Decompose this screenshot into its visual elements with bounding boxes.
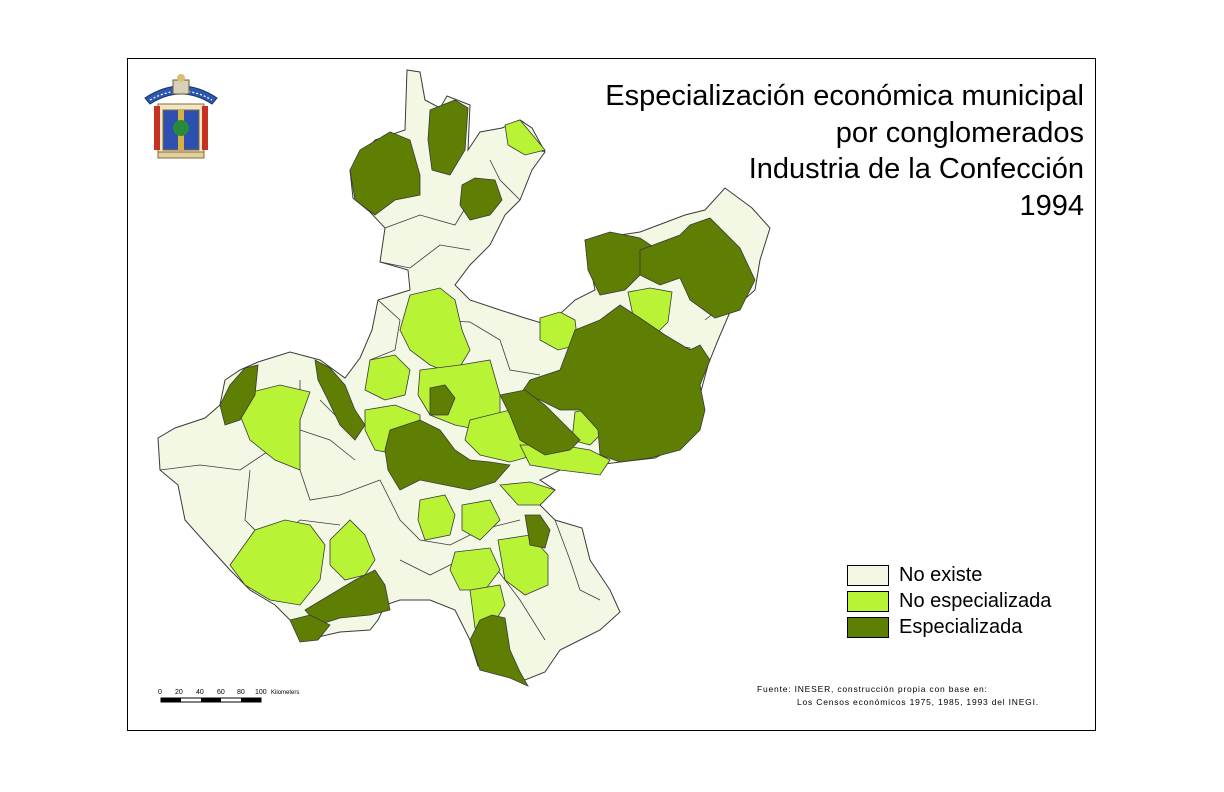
title-line-3: Industria de la Confección <box>748 153 1084 185</box>
scale-tick-100: 100 <box>255 689 267 696</box>
map-legend: No existe No especializada Especializada <box>847 562 1051 640</box>
source-note: Fuente: INESER, construcción propia con … <box>757 683 1039 709</box>
legend-swatch-no-especializada <box>847 590 889 612</box>
scale-tick-60: 60 <box>217 689 225 696</box>
title-line-1: Especialización económica municipal <box>605 80 1084 112</box>
legend-item-no-existe: No existe <box>847 562 1051 588</box>
title-line-2: por conglomerados <box>835 116 1084 149</box>
scale-tick-40: 40 <box>196 689 204 696</box>
choropleth-map <box>157 69 771 687</box>
university-crest-logo <box>144 74 218 159</box>
title-line-4: 1994 <box>1019 189 1084 222</box>
scale-segment <box>201 698 221 702</box>
legend-item-no-especializada: No especializada <box>847 588 1051 614</box>
scale-segment <box>241 698 261 702</box>
source-line-2: Los Censos económicos 1975, 1985, 1993 d… <box>797 697 1039 707</box>
scale-unit: Kilometers <box>271 690 299 696</box>
legend-item-especializada: Especializada <box>847 614 1051 640</box>
legend-swatch-especializada <box>847 616 889 638</box>
scale-tick-80: 80 <box>237 689 245 696</box>
regions-especializada <box>219 99 756 687</box>
scale-tick-20: 20 <box>175 689 183 696</box>
map-title: Especialización económica municipal por … <box>605 78 1084 224</box>
legend-label: Especializada <box>899 615 1023 638</box>
legend-label: No existe <box>899 563 983 586</box>
legend-label: No especializada <box>899 589 1052 612</box>
scale-tick-0: 0 <box>158 689 162 696</box>
legend-swatch-no-existe <box>847 564 889 586</box>
scale-bar: 0 20 40 60 80 100 Kilometers <box>158 689 299 703</box>
scale-segment <box>161 698 181 702</box>
source-line-1: Fuente: INESER, construcción propia con … <box>757 684 988 694</box>
